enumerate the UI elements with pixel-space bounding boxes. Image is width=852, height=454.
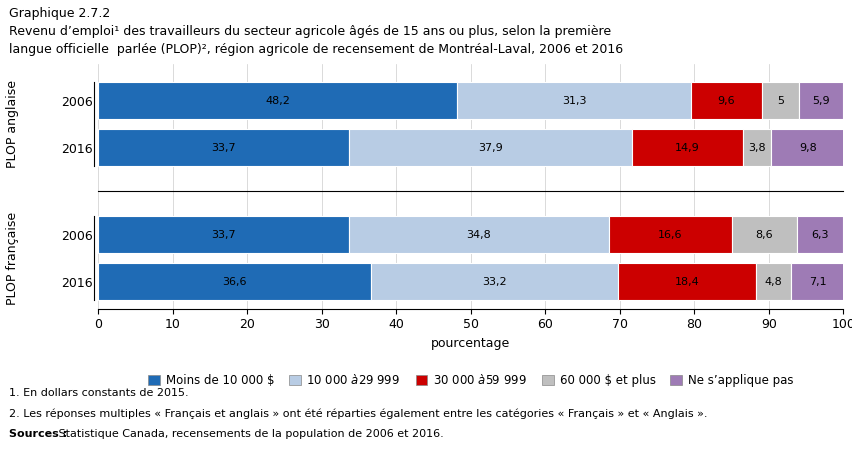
Text: 4,8: 4,8: [764, 277, 782, 287]
Bar: [743, 129, 771, 166]
Bar: [691, 82, 763, 119]
Text: Revenu d’emploi¹ des travailleurs du secteur agricole âgés de 15 ans ou plus, se: Revenu d’emploi¹ des travailleurs du sec…: [9, 25, 611, 38]
Text: 9,6: 9,6: [717, 95, 735, 105]
Legend: Moins de 10 000 $, 10 000 $ à 29 999 $, 30 000 $ à 59 999 $, 60 000 $ et plus, N: Moins de 10 000 $, 10 000 $ à 29 999 $, …: [144, 369, 797, 392]
Text: 1. En dollars constants de 2015.: 1. En dollars constants de 2015.: [9, 388, 188, 398]
Text: 16,6: 16,6: [659, 230, 682, 240]
Bar: [771, 129, 844, 166]
Bar: [98, 263, 371, 301]
Bar: [797, 217, 843, 253]
Text: 9,8: 9,8: [799, 143, 816, 153]
Text: Statistique Canada, recensements de la population de 2006 et 2016.: Statistique Canada, recensements de la p…: [55, 429, 444, 439]
Text: 18,4: 18,4: [675, 277, 699, 287]
Bar: [631, 129, 743, 166]
Bar: [98, 217, 349, 253]
Text: 8,6: 8,6: [756, 230, 774, 240]
Text: PLOP française: PLOP française: [6, 212, 20, 305]
Text: langue officielle  parlée (PLOP)², région agricole de recensement de Montréal-La: langue officielle parlée (PLOP)², région…: [9, 43, 623, 56]
Bar: [98, 82, 458, 119]
Text: 7,1: 7,1: [809, 277, 826, 287]
Bar: [349, 217, 608, 253]
Bar: [608, 217, 733, 253]
Text: 3,8: 3,8: [748, 143, 766, 153]
Bar: [349, 129, 631, 166]
Bar: [458, 82, 691, 119]
Text: 5: 5: [777, 95, 785, 105]
Text: 31,3: 31,3: [561, 95, 586, 105]
Bar: [619, 263, 756, 301]
Text: 48,2: 48,2: [265, 95, 290, 105]
Text: 37,9: 37,9: [478, 143, 503, 153]
Text: 33,7: 33,7: [211, 143, 236, 153]
Text: 34,8: 34,8: [467, 230, 492, 240]
Bar: [733, 217, 797, 253]
Text: Sources :: Sources :: [9, 429, 66, 439]
Bar: [792, 263, 844, 301]
Text: 33,7: 33,7: [211, 230, 236, 240]
Bar: [756, 263, 792, 301]
Bar: [763, 82, 799, 119]
Text: 6,3: 6,3: [811, 230, 829, 240]
Text: 14,9: 14,9: [675, 143, 699, 153]
Bar: [98, 129, 349, 166]
Text: PLOP anglaise: PLOP anglaise: [6, 80, 20, 168]
Bar: [371, 263, 619, 301]
Text: 2. Les réponses multiples « Français et anglais » ont été réparties également en: 2. Les réponses multiples « Français et …: [9, 409, 707, 419]
X-axis label: pourcentage: pourcentage: [431, 337, 510, 350]
Text: 36,6: 36,6: [222, 277, 247, 287]
Text: Graphique 2.7.2: Graphique 2.7.2: [9, 7, 110, 20]
Text: 5,9: 5,9: [813, 95, 831, 105]
Text: 33,2: 33,2: [482, 277, 507, 287]
Bar: [799, 82, 843, 119]
